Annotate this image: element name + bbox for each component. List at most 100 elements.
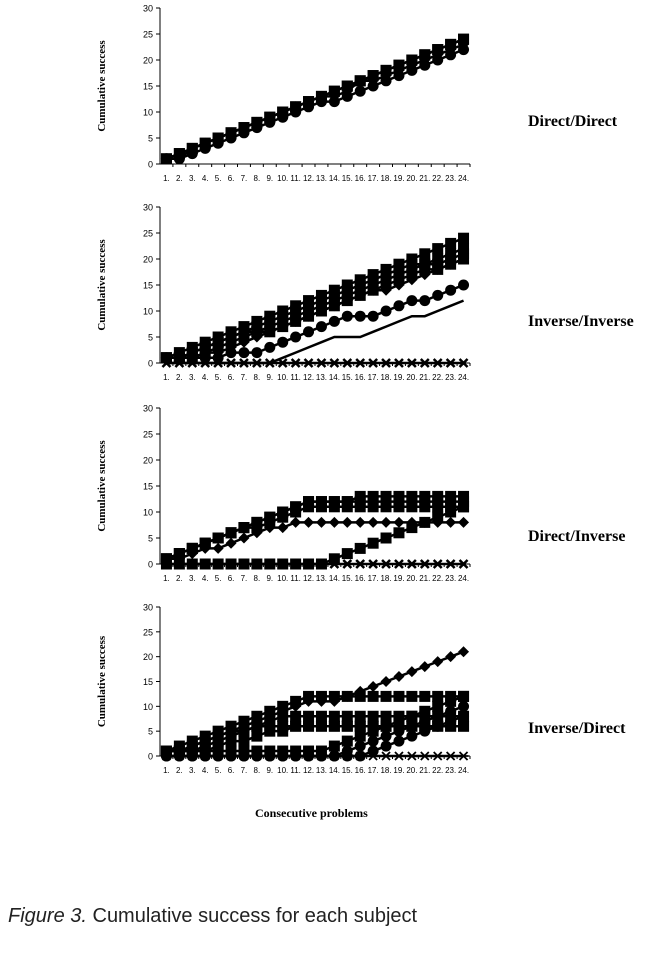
y-tick-label: 25 bbox=[143, 30, 153, 40]
data-point bbox=[174, 358, 185, 368]
x-tick-label: 22. bbox=[432, 373, 443, 382]
x-tick-label: 2. bbox=[176, 373, 183, 382]
data-point bbox=[277, 725, 289, 737]
x-tick-label: 4. bbox=[202, 373, 209, 382]
data-point bbox=[225, 735, 237, 747]
data-point bbox=[328, 501, 340, 513]
y-tick-label: 20 bbox=[143, 255, 153, 265]
data-point bbox=[406, 64, 418, 76]
data-point bbox=[458, 44, 470, 56]
x-tick-label: 8. bbox=[254, 574, 261, 583]
data-point bbox=[315, 516, 327, 528]
data-point bbox=[341, 548, 353, 560]
x-tick-label: 7. bbox=[241, 766, 248, 775]
x-tick-label: 23. bbox=[445, 766, 456, 775]
series-line bbox=[165, 237, 465, 359]
x-tick-label: 15. bbox=[342, 574, 353, 583]
data-point bbox=[445, 695, 457, 707]
x-tick-label: 3. bbox=[189, 766, 196, 775]
data-point bbox=[380, 730, 392, 742]
data-point bbox=[225, 132, 237, 144]
y-tick-label: 15 bbox=[143, 677, 153, 687]
data-point bbox=[174, 559, 185, 569]
x-tick-label: 21. bbox=[419, 574, 430, 583]
data-point bbox=[264, 751, 275, 761]
y-tick-label: 5 bbox=[148, 134, 153, 144]
x-tick-label: 20. bbox=[406, 574, 417, 583]
x-tick-label: 7. bbox=[241, 574, 248, 583]
data-point bbox=[290, 751, 301, 761]
data-point bbox=[213, 358, 224, 368]
y-tick-label: 10 bbox=[143, 108, 153, 118]
y-tick-label: 30 bbox=[143, 4, 153, 14]
data-point bbox=[328, 516, 340, 528]
data-point bbox=[264, 522, 276, 534]
data-point bbox=[406, 720, 418, 732]
y-tick-label: 25 bbox=[143, 430, 153, 440]
series-4 bbox=[160, 44, 470, 165]
data-point bbox=[393, 527, 405, 539]
data-point bbox=[432, 690, 444, 702]
data-point bbox=[251, 358, 262, 368]
data-point bbox=[226, 751, 237, 761]
x-tick-label: 22. bbox=[432, 174, 443, 183]
y-axis-title: Cumulative success bbox=[96, 635, 108, 727]
x-tick-label: 15. bbox=[342, 174, 353, 183]
data-point bbox=[393, 300, 405, 312]
data-point bbox=[354, 516, 366, 528]
data-point bbox=[458, 501, 470, 513]
x-tick-label: 16. bbox=[355, 373, 366, 382]
data-point bbox=[445, 284, 457, 296]
series-6 bbox=[160, 279, 470, 364]
data-point bbox=[432, 720, 444, 732]
data-point bbox=[393, 501, 405, 513]
data-point bbox=[342, 559, 353, 569]
data-point bbox=[458, 358, 469, 368]
data-point bbox=[368, 559, 379, 569]
data-point bbox=[354, 730, 366, 742]
data-point bbox=[173, 153, 185, 165]
data-point bbox=[315, 695, 327, 707]
data-point bbox=[406, 295, 418, 307]
data-point bbox=[380, 740, 392, 752]
data-point bbox=[354, 75, 366, 87]
data-point bbox=[341, 710, 353, 722]
data-point bbox=[458, 751, 469, 761]
data-point bbox=[432, 358, 443, 368]
x-tick-label: 5. bbox=[215, 373, 222, 382]
x-tick-label: 11. bbox=[290, 373, 301, 382]
x-tick-label: 15. bbox=[342, 373, 353, 382]
data-point bbox=[303, 310, 315, 322]
data-point bbox=[393, 279, 405, 291]
data-point bbox=[445, 506, 457, 518]
y-tick-label: 5 bbox=[148, 534, 153, 544]
data-point bbox=[393, 751, 404, 761]
x-tick-label: 17. bbox=[368, 574, 379, 583]
x-tick-label: 2. bbox=[176, 574, 183, 583]
data-point bbox=[393, 671, 405, 683]
data-point bbox=[186, 548, 198, 560]
data-point bbox=[277, 522, 289, 534]
data-point bbox=[445, 358, 456, 368]
data-point bbox=[381, 559, 391, 569]
y-tick-label: 25 bbox=[143, 229, 153, 239]
data-point bbox=[393, 735, 405, 747]
data-point bbox=[225, 347, 237, 359]
data-point bbox=[354, 289, 366, 301]
data-point bbox=[329, 358, 340, 368]
x-tick-label: 12. bbox=[303, 373, 314, 382]
data-point bbox=[277, 511, 289, 523]
data-point bbox=[419, 501, 431, 513]
data-point bbox=[380, 690, 392, 702]
data-point bbox=[445, 49, 457, 61]
x-tick-label: 18. bbox=[380, 574, 391, 583]
panel-label-2: Inverse/Inverse bbox=[528, 313, 634, 330]
data-point bbox=[187, 559, 198, 569]
data-point bbox=[458, 690, 470, 702]
x-tick-label: 3. bbox=[189, 174, 196, 183]
data-point bbox=[277, 559, 288, 569]
figure-caption: Figure 3. Cumulative success for each su… bbox=[8, 905, 417, 928]
data-point bbox=[316, 358, 327, 368]
data-point bbox=[380, 305, 392, 317]
